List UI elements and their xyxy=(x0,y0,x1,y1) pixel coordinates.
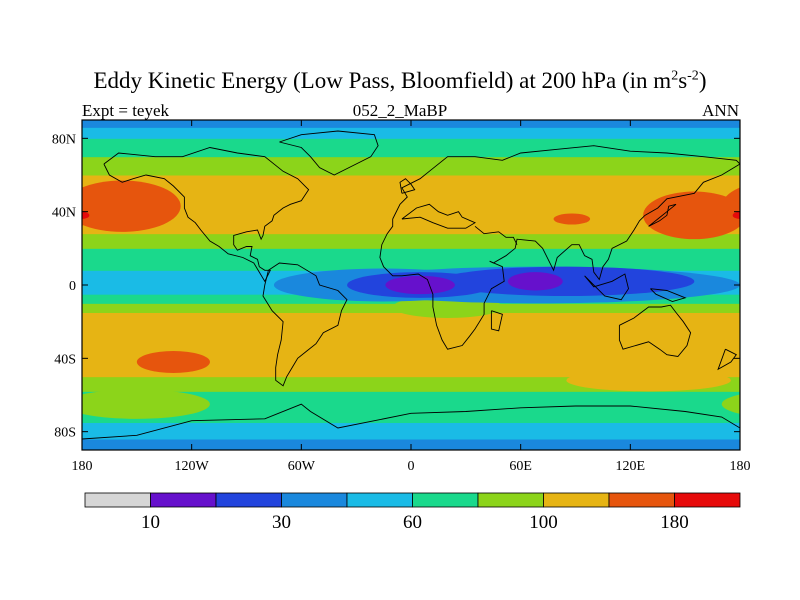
contour-region xyxy=(507,272,563,291)
coastline-new-guinea xyxy=(650,288,687,302)
y-tick-label: 80S xyxy=(54,426,76,441)
x-tick-label: 60W xyxy=(288,459,316,474)
chart-title: Eddy Kinetic Energy (Low Pass, Bloomfiel… xyxy=(93,68,707,93)
contour-band xyxy=(82,138,740,158)
coastline-indonesia xyxy=(584,273,629,301)
contour-region xyxy=(82,180,181,232)
colorbar-swatch xyxy=(215,492,282,508)
contour-region xyxy=(721,394,740,414)
contour-field xyxy=(82,120,740,450)
coastline-layer xyxy=(82,130,740,440)
x-tick-label: 0 xyxy=(408,459,415,474)
contour-region xyxy=(82,389,210,419)
contour-band xyxy=(82,422,740,440)
contour-band xyxy=(82,248,740,271)
colorbar-label: 180 xyxy=(660,512,689,533)
colorbar-swatch xyxy=(674,492,741,508)
contour-region xyxy=(643,191,740,240)
coastline-arabia-gulf xyxy=(474,225,518,245)
coastline-uk xyxy=(399,178,416,194)
x-tick-label: 120W xyxy=(175,459,210,474)
experiment-label: Expt = teyek xyxy=(82,101,170,120)
y-tick-label: 0 xyxy=(69,279,76,294)
coastline-new-zealand xyxy=(717,348,737,371)
contour-region xyxy=(136,351,210,373)
contour-region xyxy=(553,213,591,225)
colorbar-swatch xyxy=(477,492,544,508)
coastline-north-america xyxy=(103,147,310,283)
coastline-madagascar xyxy=(490,310,503,332)
case-label: 052_2_MaBP xyxy=(352,101,448,120)
map-plot-area xyxy=(82,120,740,450)
colorbar-label: 10 xyxy=(141,512,160,533)
contour-region xyxy=(438,266,695,297)
y-tick-label: 40N xyxy=(52,206,76,221)
x-tick-label: 180 xyxy=(72,459,93,474)
colorbar: 10 30 60 100 180 xyxy=(84,492,741,533)
contour-region xyxy=(732,211,740,219)
coastline-mediterranean xyxy=(401,203,476,229)
colorbar-label: 60 xyxy=(403,512,422,533)
coastline-greenland xyxy=(279,130,379,176)
x-tick-label: 60E xyxy=(509,459,532,474)
contour-band xyxy=(82,156,740,176)
coastline-japan xyxy=(648,203,677,227)
x-tick-label: 120E xyxy=(616,459,646,474)
coastline-australia xyxy=(618,304,692,357)
colorbar-swatch xyxy=(281,492,348,508)
colorbar-label: 30 xyxy=(272,512,291,533)
colorbar-swatch xyxy=(412,492,479,508)
coastline-eurasia-africa xyxy=(379,145,740,350)
contour-region xyxy=(566,369,731,392)
colorbar-swatch xyxy=(346,492,413,508)
colorbar-swatch xyxy=(543,492,610,508)
x-tick-label: 180 xyxy=(730,459,751,474)
colorbar-label: 100 xyxy=(529,512,558,533)
contour-region xyxy=(385,275,455,295)
coastline-south-america xyxy=(262,262,348,387)
y-tick-label: 40S xyxy=(54,352,76,367)
colorbar-swatch xyxy=(150,492,217,508)
contour-band xyxy=(82,127,740,139)
season-label: ANN xyxy=(702,101,739,120)
colorbar-swatch xyxy=(608,492,675,508)
y-tick-label: 80N xyxy=(52,132,76,147)
contour-region xyxy=(82,211,90,219)
contour-band xyxy=(82,233,740,249)
axes: 180 120W 60W 0 60E 120E 180 80N 40N 0 40S 80S xyxy=(52,120,751,474)
colorbar-swatch xyxy=(84,492,151,508)
coastline-antarctica xyxy=(82,403,740,440)
